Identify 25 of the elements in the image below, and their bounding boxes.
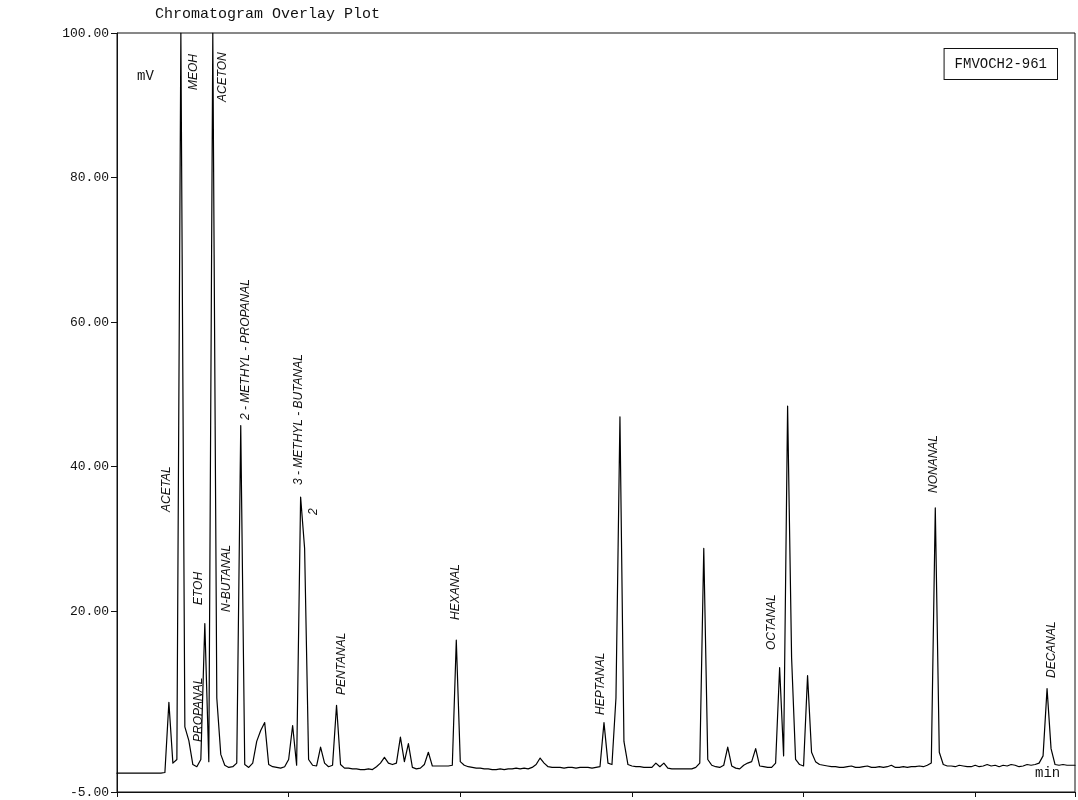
annotation: PENTANAL [334, 632, 348, 695]
annotation: 2 [306, 508, 320, 516]
x-axis-title: min [1035, 765, 1061, 781]
annotation: NONANAL [926, 434, 940, 493]
y-tick-label: 60.00 [69, 314, 109, 330]
y-tick-label: 100.00 [62, 25, 109, 41]
annotation: HEPTANAL [593, 652, 607, 715]
annotation: ETOH [191, 571, 205, 605]
annotation: DECANAL [1044, 621, 1058, 678]
y-tick-label: 40.00 [69, 459, 109, 475]
annotation: 3 - METHYL - BUTANAL [291, 354, 305, 485]
annotation: ACETON [215, 51, 229, 103]
annotation: 2 - METHYL - PROPANAL [238, 279, 252, 421]
annotation: FMVOCH2-961 [954, 56, 1048, 72]
y-tick-label: 20.00 [69, 603, 109, 619]
annotation: OCTANAL [764, 594, 778, 650]
annotation: PROPANAL [191, 677, 205, 742]
annotation: N-BUTANAL [219, 544, 233, 612]
y-axis-title: mV [137, 68, 155, 84]
annotation: HEXANAL [448, 563, 462, 620]
y-tick-label: -5.00 [69, 784, 109, 800]
y-tick-label: 80.00 [69, 170, 109, 186]
chart-title: Chromatogram Overlay Plot [155, 6, 381, 23]
annotation: MEOH [186, 53, 200, 90]
annotation: ACETAL [159, 466, 173, 513]
